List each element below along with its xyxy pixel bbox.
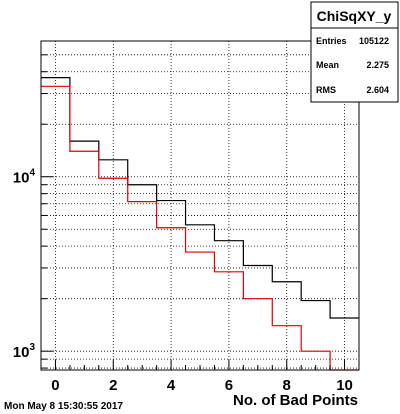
- y-tick-label: 104: [13, 168, 36, 187]
- stats-mean-label: Mean: [316, 60, 339, 70]
- stats-entries-label: Entries: [316, 36, 347, 46]
- x-axis-title: No. of Bad Points: [233, 392, 358, 409]
- stats-rms-label: RMS: [316, 85, 336, 95]
- x-tick-label: 0: [51, 377, 59, 394]
- histogram-series-line: [41, 85, 359, 371]
- y-tick-base: 10: [13, 170, 30, 187]
- x-tick-label: 8: [283, 377, 291, 394]
- axis-ticks: [41, 40, 346, 370]
- timestamp-label: Mon May 8 15:30:55 2017: [4, 401, 123, 412]
- stats-box: ChiSqXY_y Entries 105122 Mean 2.275 RMS …: [310, 1, 399, 103]
- histogram-series-line: [41, 77, 359, 319]
- stats-box-frame: [310, 1, 399, 103]
- histogram-series: [41, 77, 359, 371]
- x-tick-labels: 0 2 4 6 8 10: [51, 377, 353, 394]
- x-tick-label: 4: [167, 377, 176, 394]
- stats-box-title: ChiSqXY_y: [317, 8, 392, 24]
- y-tick-base: 10: [13, 344, 30, 361]
- stats-rms-value: 2.604: [366, 85, 389, 95]
- x-tick-label: 2: [109, 377, 117, 394]
- stats-mean-value: 2.275: [366, 60, 389, 70]
- y-tick-label: 103: [13, 342, 36, 361]
- x-tick-label: 6: [225, 377, 233, 394]
- stats-entries-value: 105122: [359, 36, 389, 46]
- x-tick-label: 10: [336, 377, 353, 394]
- y-tick-exponent: 3: [29, 342, 35, 353]
- y-tick-exponent: 4: [29, 168, 35, 179]
